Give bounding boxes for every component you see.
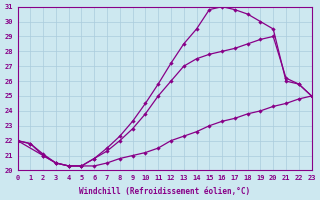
X-axis label: Windchill (Refroidissement éolien,°C): Windchill (Refroidissement éolien,°C) [79,187,250,196]
